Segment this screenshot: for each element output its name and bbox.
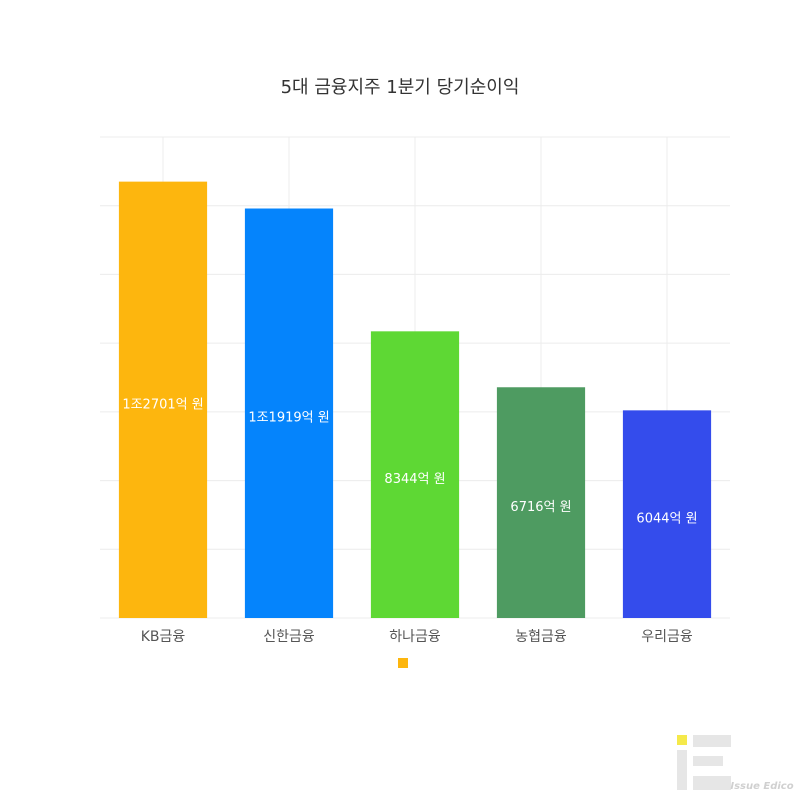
bar: [496, 387, 586, 618]
x-tick-label: 하나금융: [389, 629, 441, 645]
value-label: 8344억 원: [384, 472, 445, 487]
watermark-logo: [677, 735, 731, 790]
bar: [244, 208, 334, 619]
x-tick-label: 신한금융: [263, 629, 315, 645]
value-label: 6044억 원: [636, 512, 697, 527]
bar: [370, 331, 460, 618]
value-label: 6716억 원: [510, 500, 571, 515]
watermark: Issue Edico: [730, 781, 793, 792]
legend-marker: [398, 658, 408, 668]
x-tick-label: 농협금융: [515, 629, 567, 645]
bar: [622, 410, 712, 618]
x-tick-label: 우리금융: [641, 629, 693, 645]
x-tick-label: KB금융: [141, 629, 186, 645]
value-label: 1조2701억 원: [122, 397, 203, 412]
bar: [118, 181, 208, 618]
chart-title: 5대 금융지주 1분기 당기순이익: [281, 77, 520, 98]
value-label: 1조1919억 원: [248, 411, 329, 426]
